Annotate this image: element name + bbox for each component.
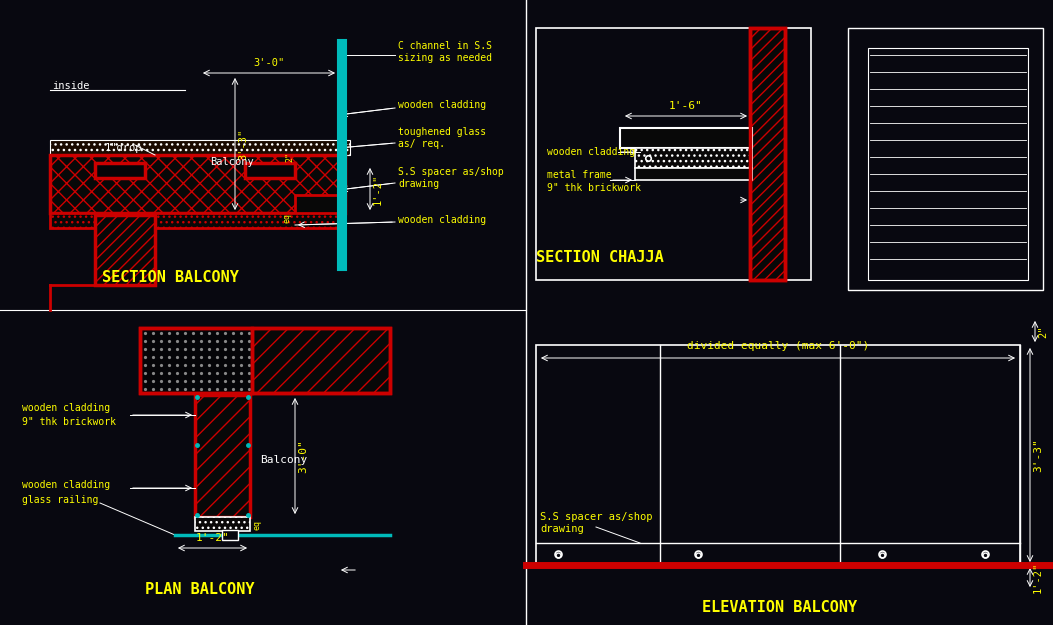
Bar: [252, 328, 390, 393]
Bar: [295, 195, 345, 215]
Bar: [95, 163, 145, 178]
Bar: [140, 328, 390, 393]
Text: 3'-0": 3'-0": [254, 58, 284, 68]
Bar: [49, 140, 350, 155]
Text: 1'-2": 1'-2": [373, 173, 383, 204]
Bar: [195, 517, 250, 531]
Text: eq: eq: [252, 520, 261, 530]
Text: Balcony: Balcony: [260, 455, 307, 465]
Text: 2": 2": [1038, 325, 1048, 338]
Text: SECTION BALCONY: SECTION BALCONY: [101, 271, 238, 286]
Bar: [49, 155, 345, 213]
Text: wooden cladding: wooden cladding: [398, 215, 486, 225]
Text: 3'-3": 3'-3": [238, 128, 249, 159]
Text: 1'-2": 1'-2": [196, 533, 230, 543]
Text: wooden cladding: wooden cladding: [22, 480, 111, 490]
Bar: [536, 345, 1020, 565]
Bar: [140, 328, 252, 393]
Text: toughened glass
as/ req.: toughened glass as/ req.: [398, 127, 486, 149]
Text: glass railing: glass railing: [22, 495, 98, 505]
Text: 3'-0": 3'-0": [298, 439, 307, 473]
Text: divided equally (max 6'-0"): divided equally (max 6'-0"): [687, 341, 869, 351]
Text: 3'-3": 3'-3": [1033, 438, 1044, 472]
Bar: [750, 28, 784, 280]
Bar: [635, 148, 752, 168]
Text: eq: eq: [283, 213, 292, 223]
Text: inside: inside: [52, 81, 90, 91]
Text: C channel in S.S
sizing as needed: C channel in S.S sizing as needed: [398, 41, 492, 62]
Text: 2": 2": [285, 152, 294, 162]
Text: Balcony: Balcony: [210, 157, 254, 167]
Text: PLAN BALCONY: PLAN BALCONY: [145, 582, 255, 598]
Bar: [140, 328, 252, 393]
Text: wooden cladding: wooden cladding: [547, 147, 635, 157]
Text: ELEVATION BALCONY: ELEVATION BALCONY: [702, 601, 857, 616]
Bar: [245, 163, 295, 178]
Text: wooden cladding: wooden cladding: [22, 403, 111, 413]
Bar: [750, 28, 784, 280]
Text: metal frame: metal frame: [547, 170, 612, 180]
Bar: [222, 530, 238, 540]
Text: 1"drop: 1"drop: [105, 143, 142, 153]
Bar: [635, 168, 752, 180]
Text: SECTION CHAJJA: SECTION CHAJJA: [536, 251, 663, 266]
Bar: [848, 28, 1044, 290]
Bar: [195, 395, 250, 517]
Bar: [49, 213, 345, 228]
Text: S.S spacer as/shop
drawing: S.S spacer as/shop drawing: [398, 168, 503, 189]
Text: S.S spacer as/shop
drawing: S.S spacer as/shop drawing: [540, 512, 653, 534]
Bar: [868, 48, 1028, 280]
Text: wooden cladding: wooden cladding: [398, 100, 486, 110]
Bar: [53, 158, 342, 210]
Bar: [95, 215, 155, 285]
Bar: [620, 128, 752, 148]
Text: 9" thk brickwork: 9" thk brickwork: [547, 183, 641, 193]
Bar: [338, 40, 346, 270]
Text: 1'-6": 1'-6": [669, 101, 702, 111]
Text: 1'-2": 1'-2": [1033, 562, 1044, 593]
Bar: [536, 28, 811, 280]
Text: 9" thk brickwork: 9" thk brickwork: [22, 417, 116, 427]
